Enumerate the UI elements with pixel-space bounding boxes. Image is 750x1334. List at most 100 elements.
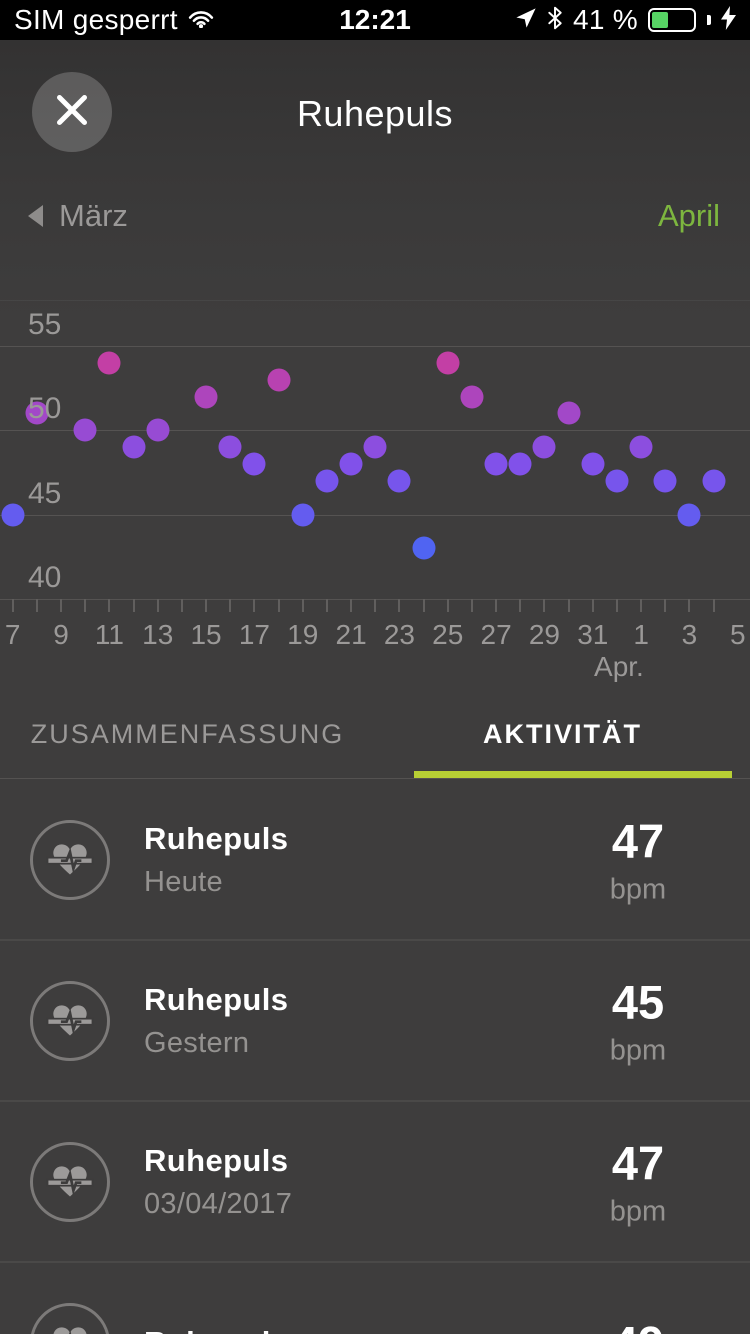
carrier-label: SIM gesperrt xyxy=(14,4,178,35)
axis-tick xyxy=(350,599,353,612)
page-title: Ruhepuls xyxy=(296,93,454,134)
data-point[interactable] xyxy=(460,385,484,409)
list-item[interactable]: Ruhepuls Gestern 45 bpm xyxy=(0,941,750,1102)
x-axis-label: 21 xyxy=(335,619,367,650)
axis-tick xyxy=(519,599,522,612)
axis-tick xyxy=(664,599,667,612)
axis-tick xyxy=(374,599,377,612)
list-item[interactable]: Ruhepuls Heute 47 bpm xyxy=(0,780,750,941)
data-point[interactable] xyxy=(484,452,508,476)
data-point[interactable] xyxy=(291,503,315,527)
gridline xyxy=(0,514,750,516)
axis-tick xyxy=(446,599,449,612)
x-axis-label: 15 xyxy=(190,619,222,650)
data-point[interactable] xyxy=(73,418,97,442)
data-point[interactable] xyxy=(1,503,25,527)
x-axis-label: 17 xyxy=(238,619,270,650)
item-title: Ruhepuls xyxy=(144,981,289,1017)
tab-zusammenfassung[interactable]: ZUSAMMENFASSUNG xyxy=(30,718,345,749)
data-point[interactable] xyxy=(605,469,629,493)
x-axis-label: 5 xyxy=(730,619,746,650)
data-point[interactable] xyxy=(436,351,460,375)
activity-list: Ruhepuls Heute 47 bpm Ruhepuls Gestern xyxy=(0,780,750,1334)
data-point[interactable] xyxy=(532,435,556,459)
axis-tick xyxy=(495,599,498,612)
chevron-left-icon xyxy=(28,205,43,227)
y-axis-label: 40 xyxy=(28,560,62,594)
data-point[interactable] xyxy=(267,368,291,392)
data-point[interactable] xyxy=(412,536,436,560)
data-point[interactable] xyxy=(315,469,339,493)
data-point[interactable] xyxy=(97,351,121,375)
axis-tick xyxy=(712,599,715,612)
data-point[interactable] xyxy=(25,401,49,425)
next-month-button[interactable]: April xyxy=(657,198,720,233)
axis-tick xyxy=(615,599,618,612)
x-axis-label: 31 xyxy=(577,619,609,650)
item-unit: bpm xyxy=(609,873,667,905)
wifi-icon xyxy=(188,8,214,33)
axis-tick xyxy=(11,599,14,612)
heart-pulse-icon xyxy=(30,1302,110,1334)
axis-tick xyxy=(253,599,256,612)
prev-month-label: März xyxy=(59,198,128,233)
clock: 12:21 xyxy=(339,4,411,35)
data-point[interactable] xyxy=(702,469,726,493)
x-axis-label: 9 xyxy=(53,619,69,650)
prev-month-button[interactable]: März xyxy=(28,198,128,234)
data-point[interactable] xyxy=(557,401,581,425)
data-point[interactable] xyxy=(339,452,363,476)
axis-tick xyxy=(325,599,328,612)
y-axis-label: 55 xyxy=(28,308,62,341)
data-point[interactable] xyxy=(508,452,532,476)
data-point[interactable] xyxy=(581,452,605,476)
axis-tick xyxy=(229,599,232,612)
axis-tick xyxy=(84,599,87,612)
item-value: 45 xyxy=(611,975,665,1028)
x-axis-label: 27 xyxy=(480,619,512,650)
y-axis-label: 50 xyxy=(28,392,62,426)
x-axis-label: 13 xyxy=(142,619,174,650)
x-axis-label: 23 xyxy=(383,619,415,650)
data-point[interactable] xyxy=(677,503,701,527)
data-point[interactable] xyxy=(146,418,170,442)
data-point[interactable] xyxy=(653,469,677,493)
y-axis-label: 45 xyxy=(28,476,62,510)
data-point[interactable] xyxy=(242,452,266,476)
axis-tick xyxy=(422,599,425,612)
location-arrow-icon xyxy=(515,7,537,34)
close-button[interactable] xyxy=(32,72,112,152)
item-subtitle: 03/04/2017 xyxy=(144,1187,293,1220)
item-unit: bpm xyxy=(609,1034,667,1066)
month-nav: März April xyxy=(28,198,720,234)
item-subtitle: Heute xyxy=(144,865,223,898)
data-point[interactable] xyxy=(387,469,411,493)
x-axis-label: 19 xyxy=(287,619,319,650)
axis-tick xyxy=(156,599,159,612)
x-axis-label: 11 xyxy=(94,619,124,650)
axis-tick xyxy=(277,599,280,612)
heart-pulse-icon xyxy=(30,819,110,900)
data-point[interactable] xyxy=(363,435,387,459)
tab-bar: ZUSAMMENFASSUNG AKTIVITÄT xyxy=(0,690,750,779)
tab-aktivitaet[interactable]: AKTIVITÄT xyxy=(483,718,642,749)
axis-tick xyxy=(108,599,111,612)
battery-percent-label: 41 % xyxy=(572,4,638,35)
item-value: 49 xyxy=(558,1315,718,1334)
list-item[interactable]: Ruhepuls 03/04/2017 47 bpm xyxy=(0,1102,750,1263)
item-title: Ruhepuls xyxy=(144,1142,289,1178)
data-point[interactable] xyxy=(629,435,653,459)
data-point[interactable] xyxy=(122,435,146,459)
list-item[interactable]: Ruhepuls 49 xyxy=(0,1263,750,1334)
heart-pulse-icon xyxy=(30,980,110,1061)
heart-pulse-icon xyxy=(30,1141,110,1222)
axis-tick xyxy=(398,599,401,612)
item-title: Ruhepuls xyxy=(144,1325,288,1334)
heart-rate-chart: 55 50 45 40 xyxy=(0,300,750,600)
gridline xyxy=(0,430,750,432)
axis-tick xyxy=(132,599,135,612)
data-point[interactable] xyxy=(218,435,242,459)
data-point[interactable] xyxy=(194,385,218,409)
axis-tick xyxy=(301,599,304,612)
